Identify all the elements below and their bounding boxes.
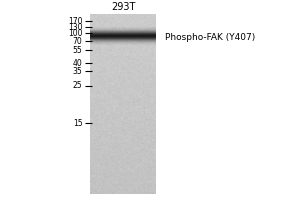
Text: 55: 55 (73, 46, 82, 55)
Text: 170: 170 (68, 17, 83, 25)
Text: Phospho-FAK (Y407): Phospho-FAK (Y407) (165, 32, 255, 42)
Text: 15: 15 (73, 118, 82, 128)
Text: 70: 70 (73, 36, 82, 46)
Text: 100: 100 (68, 28, 83, 38)
Text: 130: 130 (68, 22, 83, 31)
Text: 25: 25 (73, 81, 82, 90)
Text: 35: 35 (73, 67, 82, 76)
Text: 293T: 293T (111, 2, 135, 12)
Text: 40: 40 (73, 58, 82, 68)
